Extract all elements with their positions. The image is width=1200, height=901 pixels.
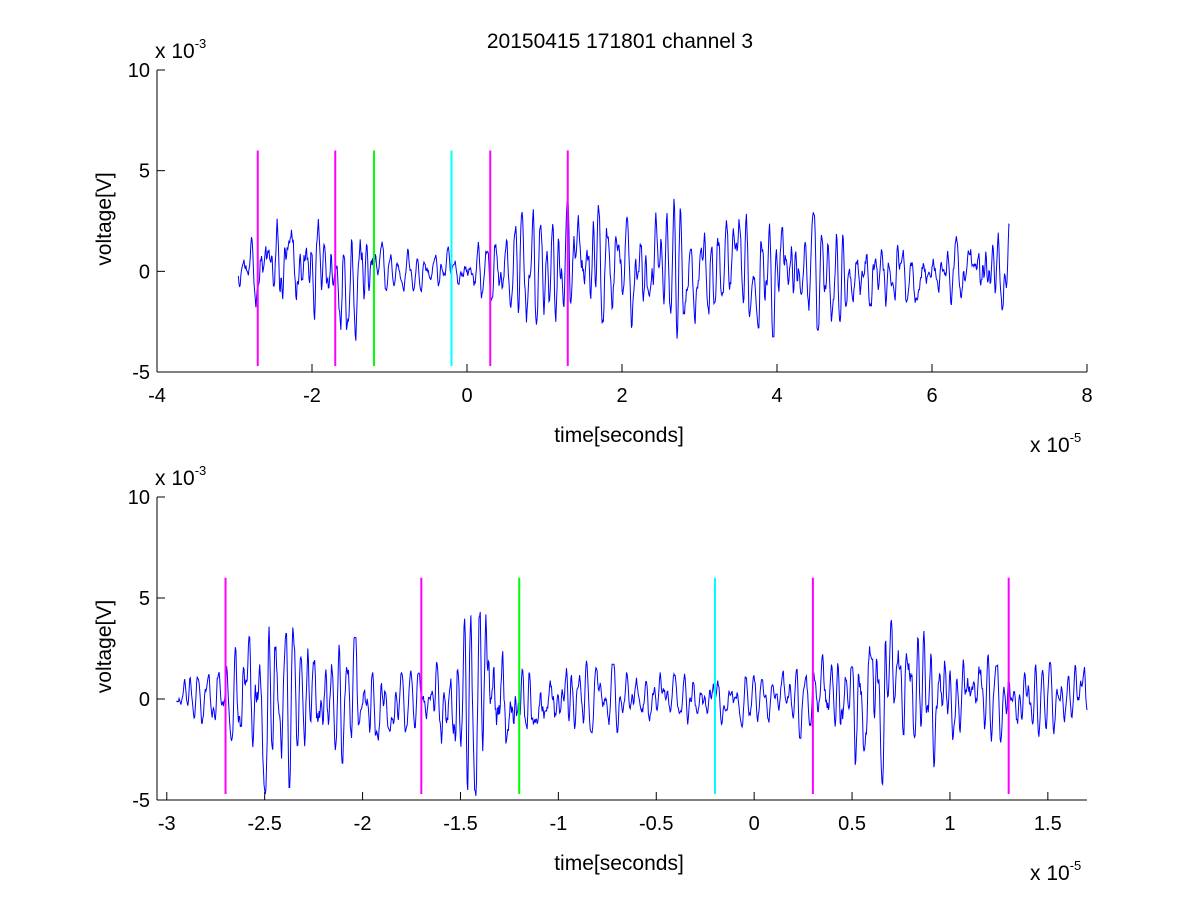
bottom-marker-layer — [224, 577, 1010, 794]
bottom-tick-layer: -3 -2.5 -2 -1.5 -1 -0.5 0 0.5 1 1.5 -5 0 5 10 — [128, 487, 1062, 835]
top-y-tick-label-0: -5 — [132, 362, 150, 384]
top-x-axis-label: time[seconds] — [554, 424, 684, 447]
bottom-plot: -3 -2.5 -2 -1.5 -1 -0.5 0 0.5 1 1.5 -5 0 5 10 time[se… — [93, 463, 1088, 885]
top-x-tick-label-4: 4 — [771, 385, 782, 407]
top-y-exponent-power: -3 — [195, 36, 207, 51]
top-tick-layer: -4 -2 0 2 4 6 8 -5 0 5 10 — [128, 60, 1093, 407]
bottom-x-tick-label-3: -1.5 — [443, 813, 477, 835]
top-y-tick-label-3: 10 — [128, 60, 150, 82]
top-y-exponent-base: x 10 — [155, 40, 195, 63]
bottom-y-tick-label-0: -5 — [132, 790, 150, 812]
bottom-x-axis-label: time[seconds] — [554, 852, 684, 875]
bottom-x-tick-label-7: 0.5 — [838, 813, 866, 835]
bottom-y-tick-label-2: 5 — [139, 588, 150, 610]
bottom-x-tick-label-9: 1.5 — [1034, 813, 1062, 835]
bottom-x-exponent-label: x 10-5 — [1030, 858, 1081, 885]
bottom-y-tick-label-3: 10 — [128, 487, 150, 509]
top-x-tick-label-5: 6 — [926, 385, 937, 407]
top-x-tick-label-0: -4 — [148, 385, 166, 407]
bottom-signal-layer — [176, 611, 1088, 796]
bottom-x-tick-label-0: -3 — [158, 813, 176, 835]
top-y-axis-label: voltage[V] — [93, 172, 116, 265]
bottom-x-tick-label-4: -1 — [549, 813, 567, 835]
top-signal-layer — [237, 198, 1010, 341]
top-y-tick-label-2: 5 — [139, 161, 150, 183]
top-x-tick-label-2: 0 — [461, 385, 472, 407]
chart-title: 20150415 171801 channel 3 — [487, 30, 753, 53]
bottom-y-exponent-power: -3 — [195, 463, 207, 478]
bottom-y-exponent-label: x 10-3 — [155, 463, 206, 490]
bottom-x-tick-label-1: -2.5 — [247, 813, 281, 835]
top-y-exponent-label: x 10-3 — [155, 36, 206, 63]
bottom-y-axis-label: voltage[V] — [93, 600, 116, 693]
top-x-exponent-power: -5 — [1070, 430, 1082, 445]
bottom-signal-trace — [176, 611, 1088, 796]
bottom-x-tick-label-8: 1 — [944, 813, 955, 835]
top-x-exponent-label: x 10-5 — [1030, 430, 1081, 457]
bottom-y-exponent-base: x 10 — [155, 467, 195, 490]
top-signal-trace — [237, 198, 1010, 341]
bottom-axes-layer — [156, 497, 1087, 801]
bottom-x-exponent-power: -5 — [1070, 858, 1082, 873]
bottom-x-tick-label-6: 0 — [749, 813, 760, 835]
bottom-y-tick-label-1: 0 — [139, 689, 150, 711]
top-y-tick-label-1: 0 — [139, 261, 150, 283]
bottom-x-tick-label-2: -2 — [354, 813, 372, 835]
top-x-tick-label-6: 8 — [1081, 385, 1092, 407]
bottom-x-exponent-base: x 10 — [1030, 862, 1070, 885]
top-x-exponent-base: x 10 — [1030, 434, 1070, 457]
top-plot: -4 -2 0 2 4 6 8 -5 0 5 10 time[seconds] voltage[V]… — [93, 36, 1093, 457]
bottom-x-tick-label-5: -0.5 — [639, 813, 673, 835]
top-marker-layer — [256, 150, 569, 366]
top-x-tick-label-1: -2 — [303, 385, 321, 407]
top-x-tick-label-3: 2 — [616, 385, 627, 407]
